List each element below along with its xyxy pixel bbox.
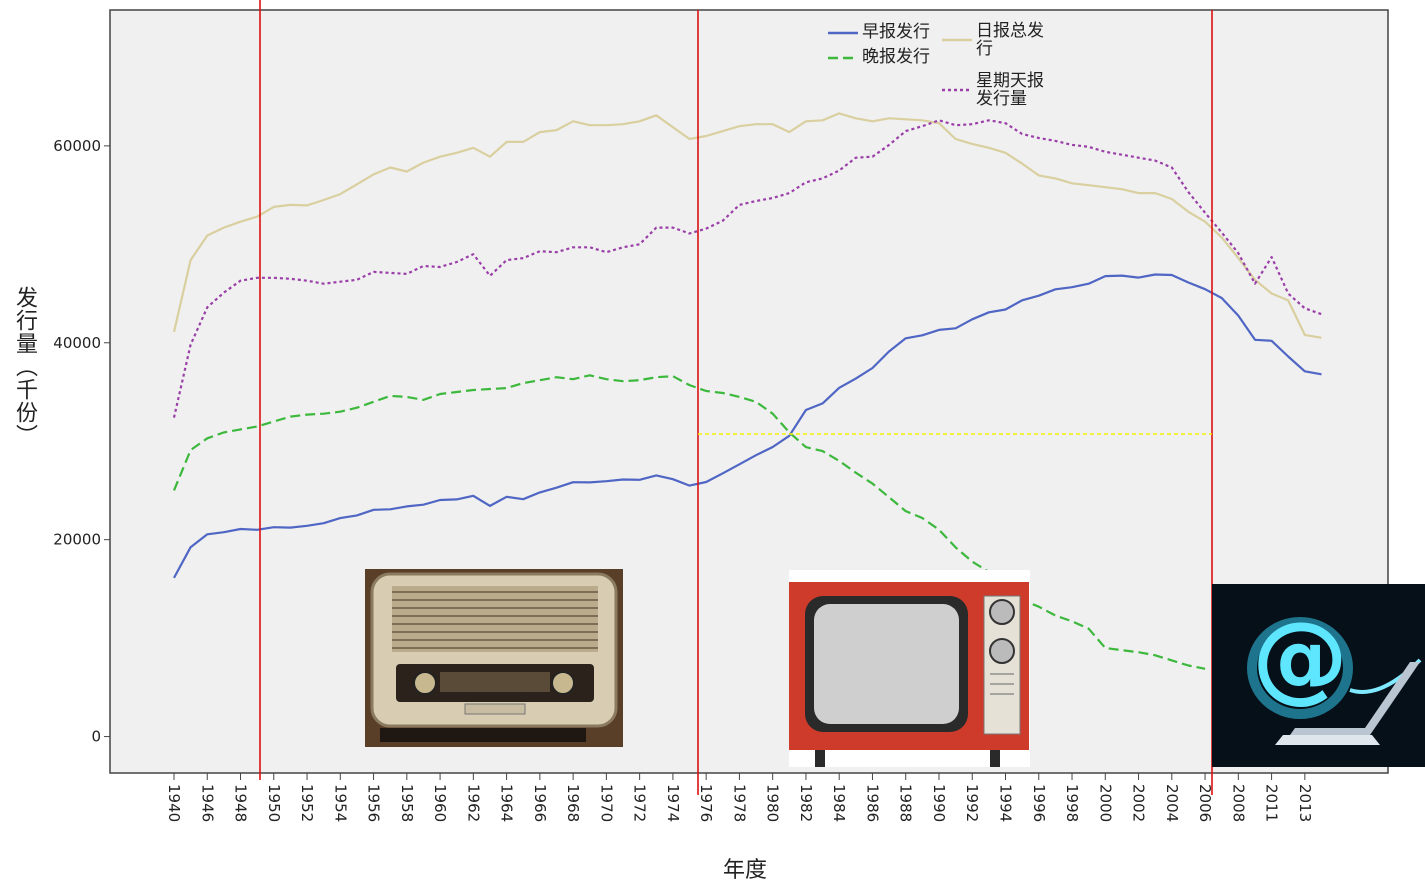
tv-image [789,570,1030,767]
x-tick-label: 1984 [830,784,848,822]
x-tick-label: 1948 [232,784,250,822]
x-tick-label: 1990 [930,784,948,822]
x-tick-label: 1952 [298,784,316,822]
x-tick-label: 1946 [198,784,216,822]
svg-text:@: @ [1252,601,1348,713]
x-tick-label: 1982 [797,784,815,822]
x-tick-label: 1960 [431,784,449,822]
series-layer [172,112,1322,670]
x-tick-label: 2013 [1296,784,1314,822]
x-tick-label: 2006 [1196,784,1214,822]
x-tick-label: 1988 [897,784,915,822]
x-tick-label: 1992 [963,784,981,822]
x-tick-label: 1974 [664,784,682,822]
x-tick-label: 2008 [1229,784,1247,822]
x-tick-label: 1980 [764,784,782,822]
x-tick-label: 1996 [1030,784,1048,822]
internet-image: @ [1212,584,1425,767]
x-tick-label: 1950 [265,784,283,822]
legend-label: 晚报发行 [862,47,930,67]
y-tick-label: 40000 [53,334,101,352]
x-axis-label: 年度 [723,858,768,883]
x-tick-label: 1958 [398,784,416,822]
x-tick-label: 1954 [331,784,349,822]
series-line [172,119,1322,418]
legend [828,31,972,92]
x-tick-label: 1962 [464,784,482,822]
x-tick-label: 1968 [564,784,582,822]
series-line [173,273,1322,579]
x-tick-label: 1976 [697,784,715,822]
y-tick-label: 60000 [53,137,101,155]
plot-area [109,9,1389,774]
x-tick-label: 1986 [863,784,881,822]
y-tick-label: 20000 [53,531,101,549]
x-tick-label: 1978 [730,784,748,822]
y-axis-label: 发行量（千份） [12,286,37,447]
x-tick-label: 1964 [498,784,516,822]
legend-label: 星期天报发行量 [976,71,1044,109]
series-line [172,374,1206,670]
x-tick-label: 1970 [597,784,615,822]
radio-image [365,569,623,747]
x-tick-label: 2011 [1263,784,1281,822]
x-tick-label: 1940 [165,784,183,822]
legend-label: 早报发行 [862,22,930,42]
legend-label: 日报总发行 [976,21,1044,59]
x-tick-label: 2004 [1163,784,1181,822]
x-tick-label: 1994 [997,784,1015,822]
x-tick-label: 2000 [1096,784,1114,822]
x-tick-label: 2002 [1130,784,1148,822]
x-tick-label: 1966 [531,784,549,822]
x-tick-label: 1956 [365,784,383,822]
x-tick-label: 1972 [631,784,649,822]
y-tick-label: 0 [91,728,101,746]
series-line [172,112,1322,339]
x-tick-label: 1998 [1063,784,1081,822]
